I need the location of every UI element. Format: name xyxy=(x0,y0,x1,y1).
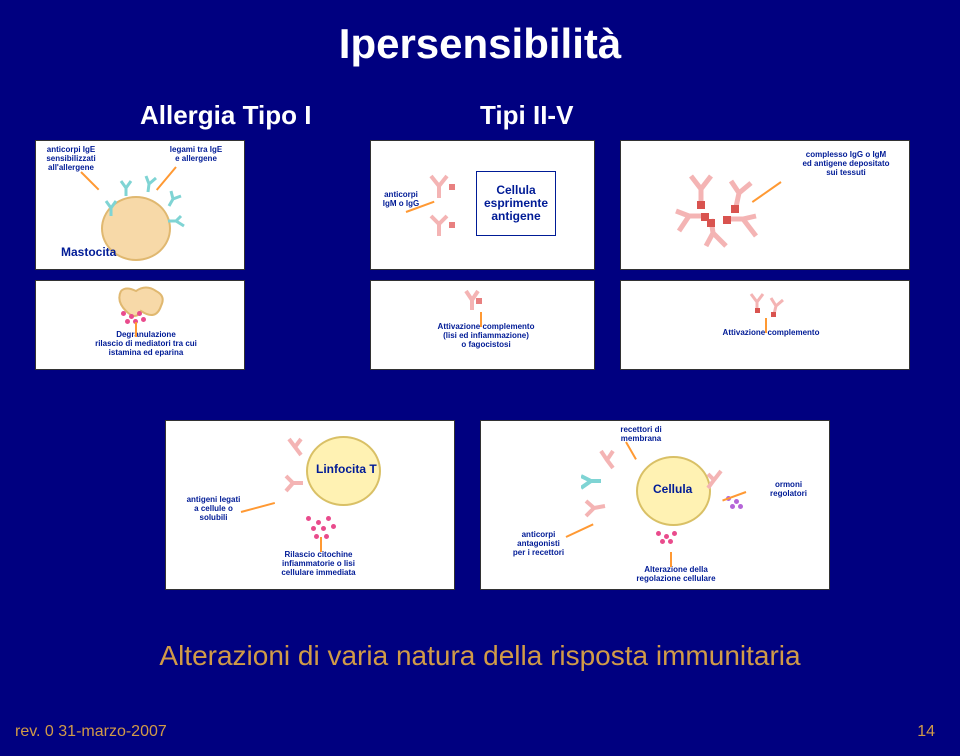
label-cellula2: Cellula xyxy=(653,483,692,496)
label-cellula-box: Cellulaesprimenteantigene xyxy=(481,184,551,224)
receptor-icon xyxy=(281,431,321,511)
receptor2-icon xyxy=(581,446,651,536)
label-antigeni: antigeni legatia cellule osolubili xyxy=(181,496,246,522)
panel-linfocita: Linfocita T antigeni legatia cellule oso… xyxy=(165,420,455,590)
panel-degranulazione: Degranulazionerilascio di mediatori tra … xyxy=(35,280,245,370)
label-alterazione: Alterazione dellaregolazione cellulare xyxy=(626,566,726,584)
arrow-icon xyxy=(320,537,322,552)
arrow-icon xyxy=(135,322,137,337)
bottom-summary: Alterazioni di varia natura della rispos… xyxy=(0,640,960,672)
arrow-icon xyxy=(670,552,672,567)
label-legami: legami tra IgEe allergene xyxy=(166,146,226,164)
label-recettori: recettori dimembrana xyxy=(611,426,671,444)
panel-attivazione1: Attivazione complemento(lisi ed infiamma… xyxy=(370,280,595,370)
complex-small-icon xyxy=(741,286,801,331)
label-complesso: complesso IgG o IgMed antigene depositat… xyxy=(796,151,896,177)
complement-icon xyxy=(456,286,516,326)
label-attivazione1: Attivazione complemento(lisi ed infiamma… xyxy=(431,323,541,349)
footer-revision: rev. 0 31-marzo-2007 xyxy=(15,723,167,741)
label-ormoni: ormoniregolatori xyxy=(761,481,816,499)
panel-mastocita: anticorpi IgEsensibilizzatiall'allergene… xyxy=(35,140,245,270)
complex-icon xyxy=(661,161,791,261)
receptors-icon xyxy=(86,166,196,256)
panel-cellula-recettori: recettori dimembrana Cellula anticorpian… xyxy=(480,420,830,590)
subtitle-right: Tipi II-V xyxy=(480,100,573,131)
label-antagonisti: anticorpiantagonistiper i recettori xyxy=(506,531,571,557)
label-linfocita: Linfocita T xyxy=(316,463,377,476)
label-rilascio: Rilascio citochineinfiammatorie o lisice… xyxy=(271,551,366,577)
antibody-icon xyxy=(421,166,491,246)
subtitle-left: Allergia Tipo I xyxy=(140,100,311,131)
arrow-icon xyxy=(480,312,482,327)
footer-page-number: 14 xyxy=(917,723,935,741)
panel-cellula-antigene: anticorpiIgM o IgG Cellulaesprimenteanti… xyxy=(370,140,595,270)
panel-attivazione2: Attivazione complemento xyxy=(620,280,910,370)
slide: Ipersensibilità Allergia Tipo I Tipi II-… xyxy=(0,0,960,756)
main-title: Ipersensibilità xyxy=(0,0,960,68)
panel-complesso: complesso IgG o IgMed antigene depositat… xyxy=(620,140,910,270)
arrow-icon xyxy=(765,318,767,333)
